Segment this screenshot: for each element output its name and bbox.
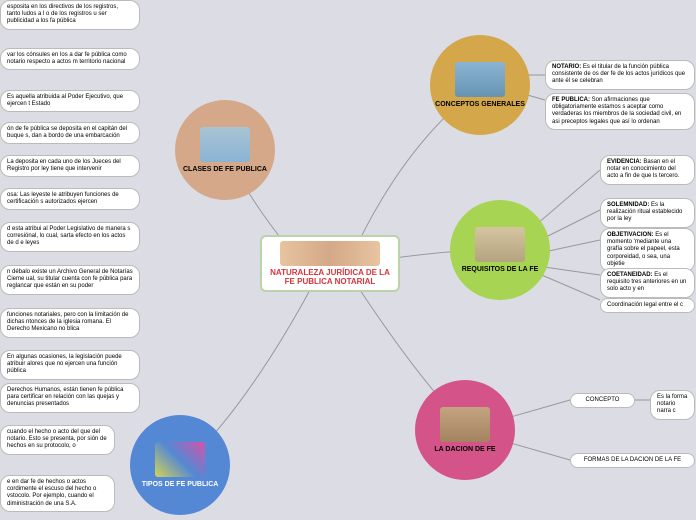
tipos-label: TIPOS DE FE PUBLICA [142, 481, 219, 488]
dacion-image [440, 407, 490, 442]
box-notario: NOTARIO: NOTARIO: Es el titular de la fu… [545, 60, 695, 90]
box-b13: e en dar fe de hechos o actos cordimente… [0, 475, 115, 512]
box-b12: cuando el hecho o acto del que del notar… [0, 425, 115, 455]
box-b4: ón de fe pública se deposita en el capit… [0, 122, 140, 144]
box-b9: funciones notariales, pero con la limita… [0, 308, 140, 338]
dacion-label: LA DACION DE FE [434, 446, 495, 453]
center-title: NATURALEZA JURÍDICA DE LA FE PUBLICA NOT… [266, 268, 394, 286]
box-b3: Es aquella atribuida al Poder Ejecutivo,… [0, 90, 140, 112]
box-b10: En algunas ocasiones, la legislación pue… [0, 350, 140, 380]
box-b8: n débalo existe un Archivo General de No… [0, 265, 140, 295]
box-formas: FORMAS DE LA DACION DE LA FE [570, 453, 695, 468]
box-concepto-text: Es la forma notario narra c [650, 390, 695, 420]
box-coetaneidad: COETANEIDAD: Es el requisito tres anteri… [600, 268, 695, 298]
node-dacion: LA DACION DE FE [415, 380, 515, 480]
node-clases: CLASES DE FE PUBLICA [175, 100, 275, 200]
node-requisitos: REQUISITOS DE LA FE [450, 200, 550, 300]
box-b1: esposita en los directivos de los regist… [0, 0, 140, 30]
box-b2: var los cónsules en los a dar fe pública… [0, 48, 140, 70]
box-fepublica: FE PUBLICA: Son afirmaciones que obligat… [545, 93, 695, 130]
box-b11: Derechos Humanos, están tienen fe públic… [0, 383, 140, 413]
box-evidencia: EVIDENCIA: Basan en el notar en conocimi… [600, 155, 695, 185]
requisitos-label: REQUISITOS DE LA FE [462, 266, 539, 273]
requisitos-image [475, 227, 525, 262]
box-b5: La deposita en cada uno de los Jueces de… [0, 155, 140, 177]
tipos-image [155, 442, 205, 477]
center-node: NATURALEZA JURÍDICA DE LA FE PUBLICA NOT… [260, 235, 400, 292]
conceptos-label: CONCEPTOS GENERALES [435, 101, 525, 108]
node-tipos: TIPOS DE FE PUBLICA [130, 415, 230, 515]
node-conceptos: CONCEPTOS GENERALES [430, 35, 530, 135]
box-b7: d esta atribui al Poder Legislativo de m… [0, 222, 140, 252]
box-objetivacion: OBJETIVACION: Es el momento 'mediante un… [600, 228, 695, 272]
box-b6: osa: Las leyeste le atribuyen funciones … [0, 188, 140, 210]
clases-label: CLASES DE FE PUBLICA [183, 166, 267, 173]
center-image [280, 241, 380, 266]
box-concepto: CONCEPTO [570, 393, 635, 408]
box-coordinacion: Coordinación legal entre el c [600, 298, 695, 313]
clases-image [200, 127, 250, 162]
conceptos-image [455, 62, 505, 97]
box-solemnidad: SOLEMNIDAD: Es la realización ritual est… [600, 198, 695, 228]
